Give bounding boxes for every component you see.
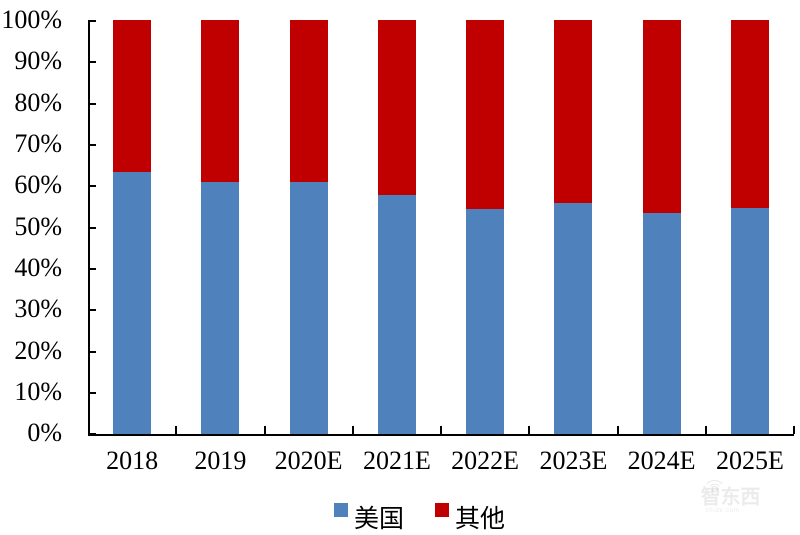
svg-text:智东西: 智东西 — [701, 486, 761, 509]
svg-text:zhidx.com: zhidx.com — [705, 507, 739, 514]
